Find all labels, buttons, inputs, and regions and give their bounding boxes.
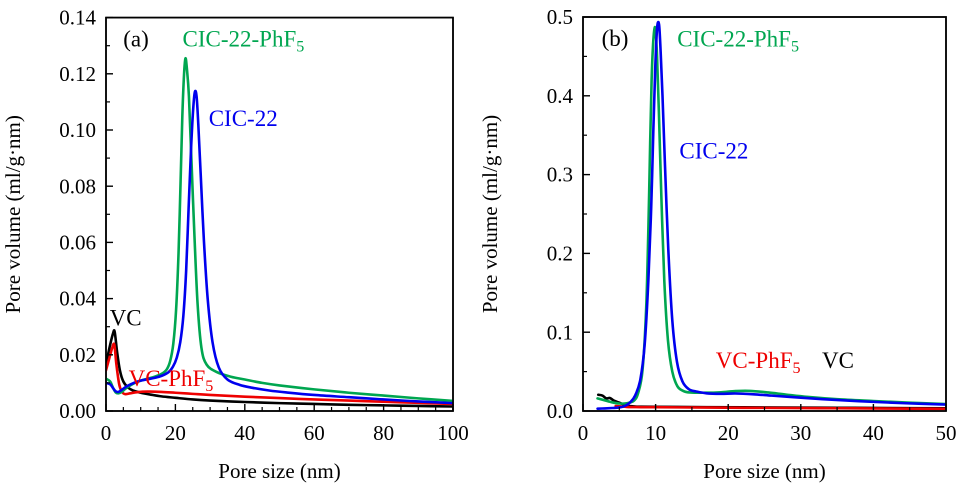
svg-text:0.1: 0.1 [547, 320, 573, 344]
svg-text:CIC-22: CIC-22 [209, 106, 278, 131]
svg-text:0.5: 0.5 [547, 5, 573, 29]
svg-text:CIC-22-PhF5: CIC-22-PhF5 [183, 26, 305, 55]
svg-text:VC: VC [822, 348, 854, 373]
svg-text:CIC-22: CIC-22 [679, 139, 748, 164]
svg-text:20: 20 [165, 421, 186, 445]
svg-text:VC: VC [110, 306, 142, 331]
svg-text:0.0: 0.0 [547, 399, 573, 423]
svg-text:0.08: 0.08 [59, 174, 96, 198]
svg-text:20: 20 [718, 421, 739, 445]
svg-text:0: 0 [101, 421, 112, 445]
svg-text:0.02: 0.02 [59, 343, 96, 367]
svg-text:Pore size (nm): Pore size (nm) [703, 459, 825, 483]
svg-text:50: 50 [936, 421, 957, 445]
svg-text:10: 10 [645, 421, 666, 445]
svg-text:0: 0 [578, 421, 589, 445]
svg-text:(b): (b) [602, 26, 629, 51]
svg-text:60: 60 [304, 421, 325, 445]
svg-text:0.10: 0.10 [59, 118, 96, 142]
svg-text:0.06: 0.06 [59, 231, 96, 255]
svg-text:0.3: 0.3 [547, 163, 573, 187]
svg-text:0.14: 0.14 [59, 6, 96, 30]
svg-text:30: 30 [790, 421, 811, 445]
svg-text:Pore size (nm): Pore size (nm) [218, 459, 340, 483]
svg-text:Pore volume (ml/g·nm): Pore volume (ml/g·nm) [478, 115, 502, 313]
svg-text:0.12: 0.12 [59, 62, 96, 86]
svg-text:0.04: 0.04 [59, 287, 96, 311]
svg-text:100: 100 [437, 421, 469, 445]
svg-text:80: 80 [373, 421, 394, 445]
svg-text:CIC-22-PhF5: CIC-22-PhF5 [677, 26, 799, 55]
svg-text:0.00: 0.00 [59, 399, 96, 423]
svg-text:Pore volume (ml/g·nm): Pore volume (ml/g·nm) [1, 115, 25, 313]
svg-text:0.2: 0.2 [547, 242, 573, 266]
svg-text:VC-PhF5: VC-PhF5 [129, 366, 214, 395]
svg-text:40: 40 [234, 421, 255, 445]
svg-text:40: 40 [863, 421, 884, 445]
svg-text:VC-PhF5: VC-PhF5 [716, 348, 801, 377]
svg-text:0.4: 0.4 [547, 84, 574, 108]
svg-text:(a): (a) [123, 27, 149, 52]
